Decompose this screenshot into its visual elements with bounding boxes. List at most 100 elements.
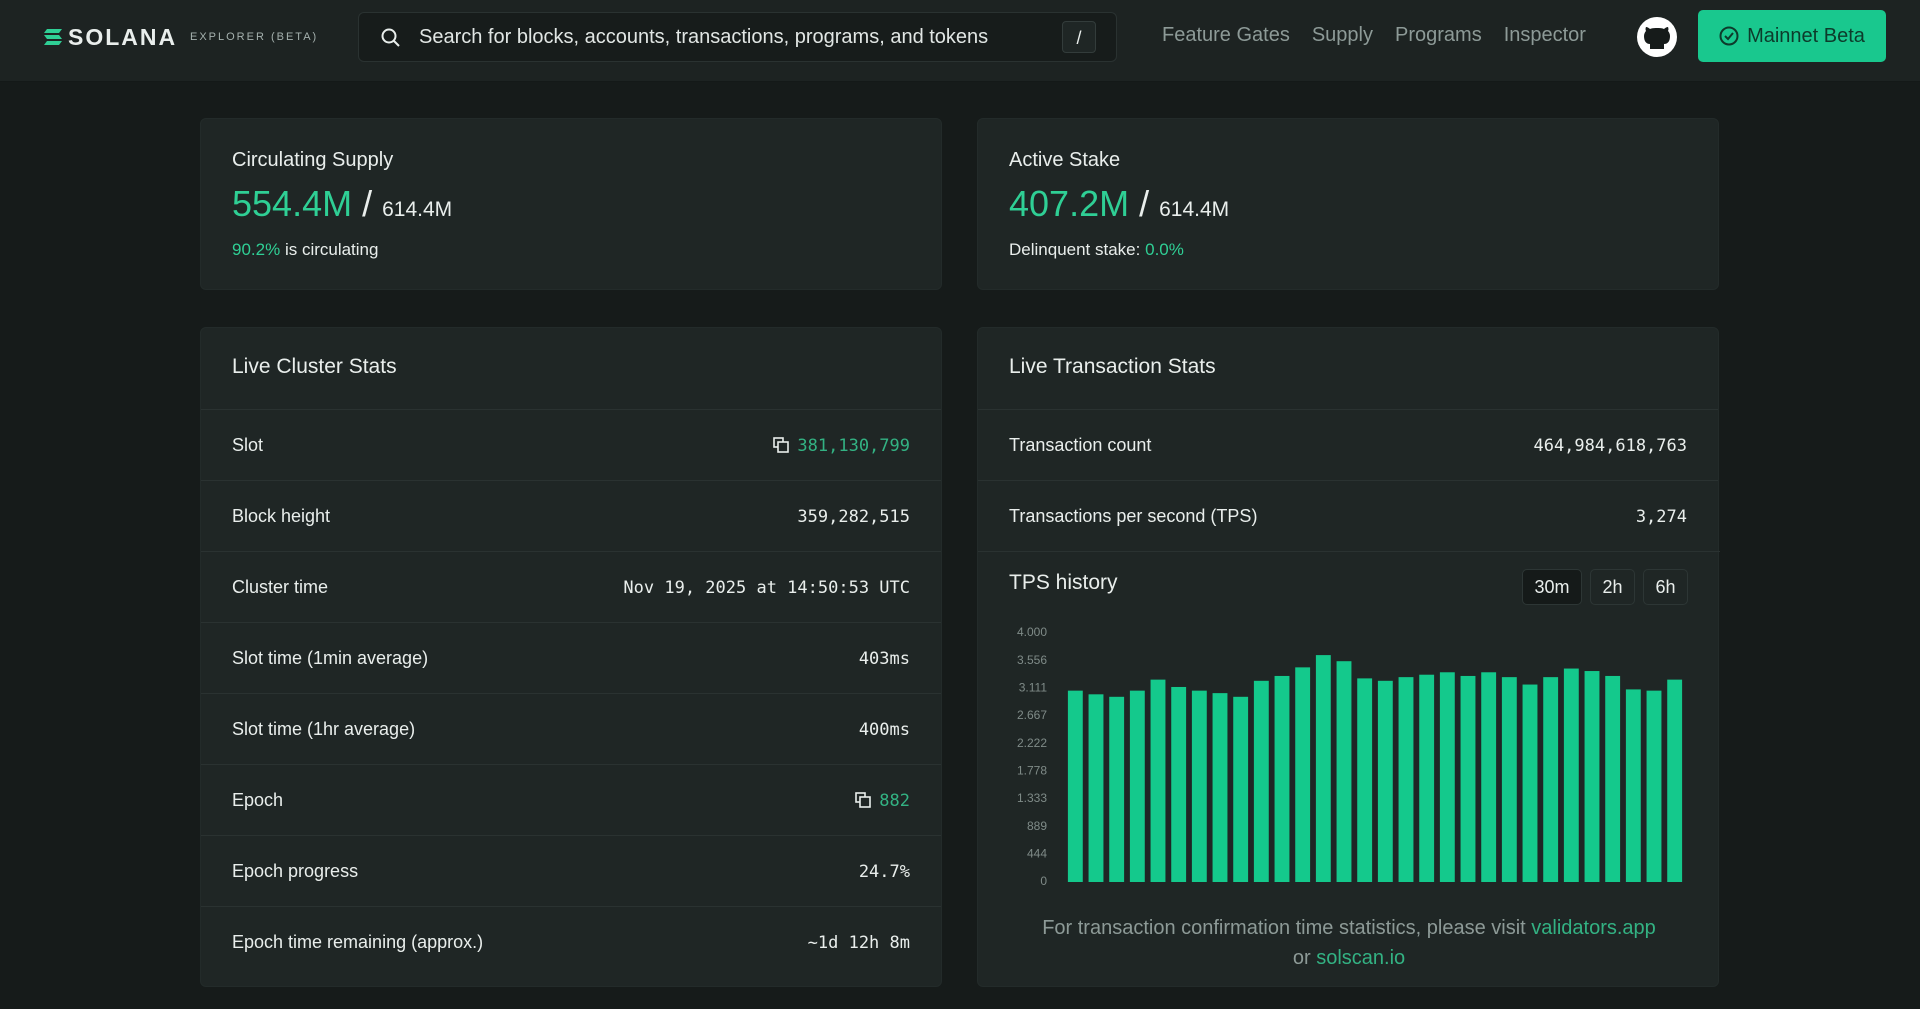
y-tick-label: 3.111 [1019, 681, 1048, 695]
stat-row: Block height 359,282,515 [201, 480, 941, 551]
bar [1274, 675, 1290, 882]
bar [1171, 686, 1187, 882]
bar [1377, 680, 1393, 882]
cluster-name: Mainnet Beta [1747, 24, 1865, 47]
stat-label: Epoch progress [232, 860, 359, 881]
y-tick-label: 444 [1027, 847, 1047, 861]
nav-link[interactable]: Programs [1395, 24, 1482, 46]
link[interactable]: solscan.io [1316, 947, 1406, 969]
logo-icon [44, 29, 62, 45]
stat-label: Epoch [232, 789, 284, 810]
stat-label: Slot time (1hr average) [232, 718, 416, 739]
range-button[interactable]: 6h [1643, 569, 1688, 605]
search-placeholder: Search for blocks, accounts, transaction… [419, 26, 989, 48]
divider [978, 551, 1720, 552]
logo-subtitle: EXPLORER (BETA) [190, 31, 319, 43]
bar [1088, 694, 1104, 882]
stat-row: Epoch 882 [201, 764, 941, 835]
search-box[interactable]: Search for blocks, accounts, transaction… [358, 12, 1117, 62]
nav-link[interactable]: Feature Gates [1162, 24, 1290, 46]
card-title: Live Transaction Stats [1009, 355, 1216, 378]
bar [1315, 655, 1331, 882]
bar [1191, 690, 1207, 882]
bar [1253, 680, 1269, 882]
stat-value: ~1d 12h 8m [807, 932, 910, 953]
stat-row: Slot time (1hr average) 400ms [201, 693, 941, 764]
stat-label: Block height [232, 505, 331, 526]
bar [1295, 667, 1311, 882]
copy-icon[interactable] [773, 436, 790, 453]
stat-label: Transaction count [1009, 434, 1152, 455]
stat-value-wrap: 403ms [859, 648, 910, 669]
bar [1129, 690, 1145, 882]
search-shortcut: / [1062, 21, 1096, 53]
bar [1460, 675, 1476, 882]
stat-row: Transactions per second (TPS) 3,274 [978, 480, 1718, 551]
supply-value: 554.4M [232, 183, 353, 224]
stat-value: 882 [879, 790, 910, 811]
y-tick-label: 1.333 [1017, 791, 1047, 805]
bar [1625, 689, 1641, 882]
bar [1501, 677, 1517, 882]
bar [1398, 677, 1414, 882]
range-button[interactable]: 2h [1590, 569, 1635, 605]
bar [1439, 672, 1455, 882]
range-button[interactable]: 30m [1522, 569, 1582, 605]
percent: 0.0% [1145, 240, 1184, 259]
card-title: Live Cluster Stats [232, 355, 397, 378]
bar [1481, 672, 1497, 882]
y-tick-label: 889 [1027, 819, 1047, 833]
search-icon [381, 28, 400, 47]
circulating-card: Circulating Supply 554.4M / 614.4M 90.2%… [200, 118, 942, 290]
github-icon[interactable] [1636, 16, 1678, 58]
bar [1150, 679, 1166, 882]
y-tick-label: 3.556 [1017, 653, 1047, 667]
bar [1067, 690, 1083, 882]
card-title: Circulating Supply [232, 149, 394, 171]
stake-total: 614.4M [1159, 198, 1230, 221]
stat-value-wrap: Nov 19, 2025 at 14:50:53 UTC [623, 577, 910, 598]
link[interactable]: validators.app [1531, 917, 1656, 939]
bar [1109, 696, 1125, 882]
stat-value: 400ms [858, 719, 910, 740]
stat-row: Slot time (1min average) 403ms [201, 622, 941, 693]
slash: / [352, 183, 383, 224]
stat-value-wrap: 359,282,515 [797, 506, 910, 527]
stat-value: 464,984,618,763 [1533, 435, 1687, 456]
y-tick-label: 2.667 [1017, 708, 1047, 722]
y-tick-label: 2.222 [1017, 736, 1047, 750]
stat-value: 3,274 [1635, 506, 1687, 527]
chart-title: TPS history [1009, 571, 1118, 594]
stat-value: 381,130,799 [797, 435, 910, 456]
stat-value-wrap: 882 [855, 790, 910, 811]
cluster-stats-card: Live Cluster Stats Slot 381,130,799 Block … [200, 327, 942, 987]
card-title: Active Stake [1009, 149, 1121, 171]
note-text: is circulating [284, 240, 379, 259]
y-tick-label: 1.778 [1017, 763, 1047, 777]
bar [1605, 675, 1621, 882]
copy-icon[interactable] [855, 791, 872, 808]
stat-value-wrap: 381,130,799 [773, 435, 910, 456]
bar [1336, 661, 1352, 882]
note-text: Delinquent stake: [1009, 240, 1141, 259]
stat-value-wrap: 400ms [859, 719, 910, 740]
nav-link[interactable]: Supply [1311, 24, 1373, 46]
bar [1212, 693, 1228, 882]
stat-label: Cluster time [232, 576, 329, 597]
footer-or: or [1292, 947, 1311, 969]
bar [1646, 690, 1662, 882]
bar [1563, 668, 1579, 882]
bar [1522, 684, 1538, 882]
stat-label: Transactions per second (TPS) [1009, 505, 1258, 526]
bar [1233, 696, 1249, 882]
y-tick-label: 0 [1040, 874, 1047, 888]
stat-value-wrap: 3,274 [1636, 506, 1687, 527]
y-tick-label: 4.000 [1017, 625, 1047, 639]
slash: / [1129, 183, 1160, 224]
stat-value-wrap: 464,984,618,763 [1533, 435, 1687, 456]
stat-row: Slot 381,130,799 [201, 409, 941, 480]
cluster-button[interactable]: Mainnet Beta [1698, 10, 1886, 62]
nav-link[interactable]: Inspector [1503, 24, 1586, 46]
nav: Feature Gates Supply Programs Inspector [1162, 24, 1586, 47]
bar [1584, 671, 1600, 882]
